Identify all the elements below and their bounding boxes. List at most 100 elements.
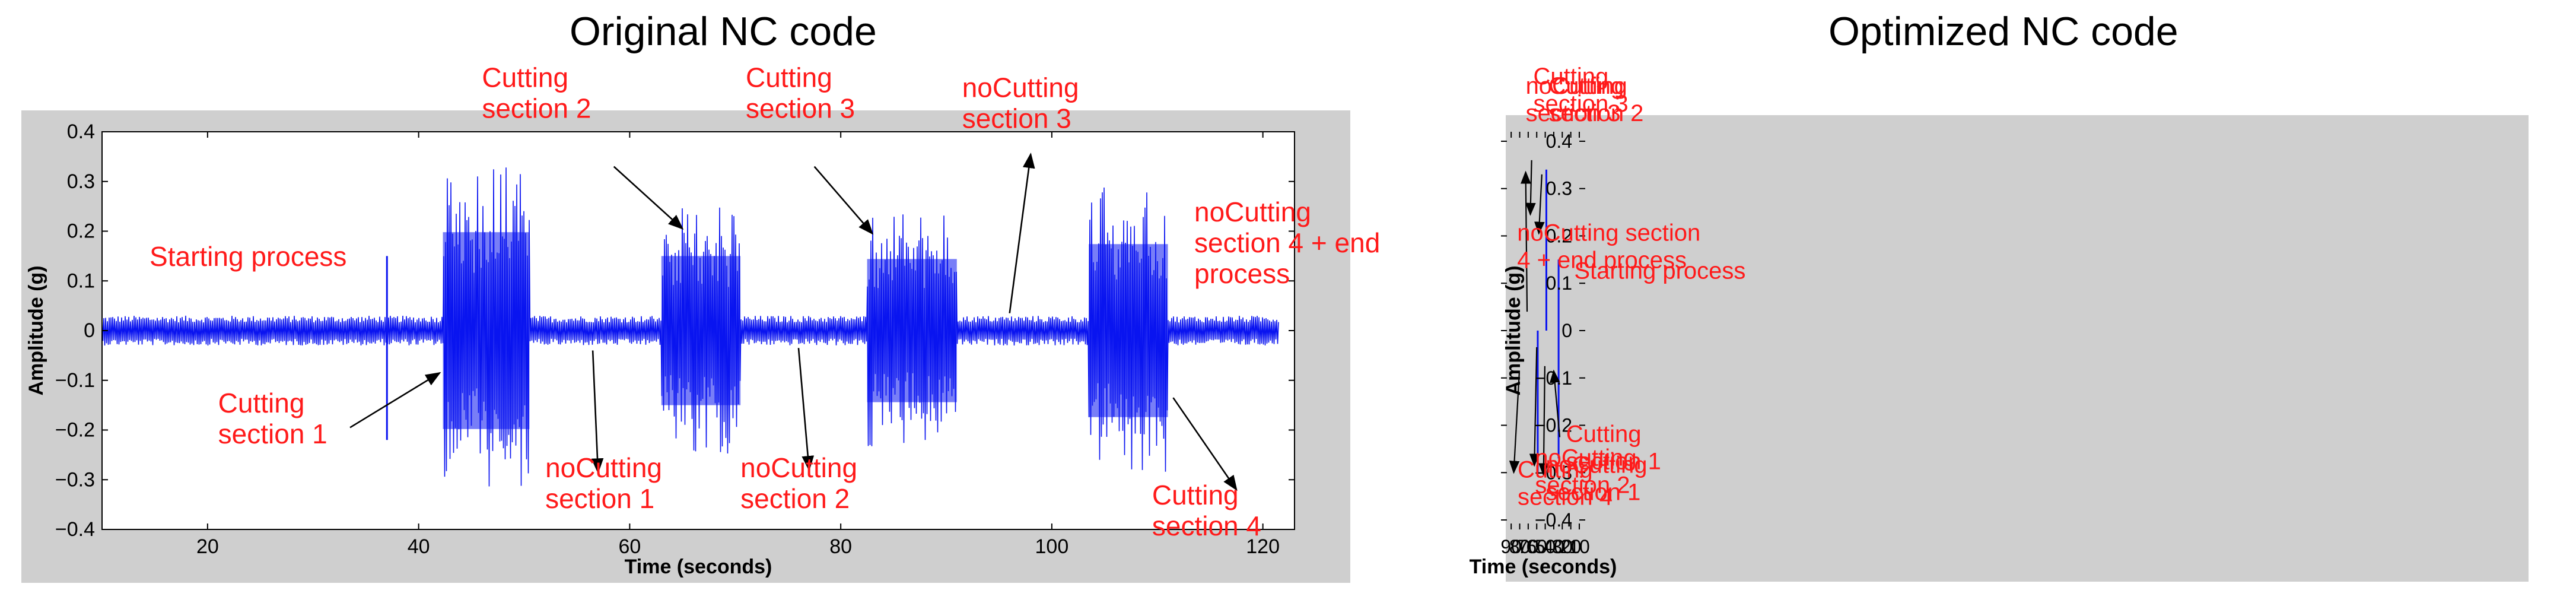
annotation-text: Starting process (150, 241, 346, 272)
figure-frame (1506, 115, 2529, 582)
annotation-text: Cutting (218, 388, 305, 418)
signal-trace (101, 167, 1279, 487)
annotation-arrow (1534, 174, 1545, 235)
annotation-text: Cutting (1518, 456, 1593, 483)
y-axis-label: Amplitude (g) (25, 265, 47, 395)
y-tick-label: −0.1 (55, 369, 95, 392)
x-axis-label: Time (seconds) (625, 556, 772, 578)
annotation-text: section 3 (746, 93, 855, 124)
annotation-text: section 2 (1548, 100, 1643, 126)
x-tick-label: 40 (1543, 536, 1564, 557)
annotation-text: section 4 + end (1194, 227, 1380, 258)
y-tick-label: −0.4 (1535, 509, 1572, 531)
y-tick-label: 0 (1561, 320, 1572, 341)
annotation-text: noCutting section (1517, 220, 1700, 246)
annotation-text: noCutting (740, 452, 857, 483)
annotation-text: noCutting (545, 452, 662, 483)
annotation-text: Cutting (1566, 421, 1642, 447)
x-tick-label: 80 (829, 535, 852, 558)
annotation-text: Cutting (1152, 480, 1239, 510)
annotation-text: section 1 (1566, 448, 1661, 474)
x-tick-label: 80 (1509, 536, 1531, 557)
annotation-1: Starting process (1574, 258, 1745, 284)
cutting-burst-1 (443, 232, 530, 429)
cutting-burst-4 (1089, 244, 1168, 417)
y-tick-label: −0.2 (1535, 415, 1572, 436)
annotation-text: noCutting (1526, 73, 1627, 99)
y-axis-label: Amplitude (g) (1502, 265, 1525, 395)
y-tick-label: −0.1 (1535, 367, 1572, 389)
annotation-text: section 4 (1152, 510, 1261, 541)
chart-1: 102030405060708090−0.4−0.3−0.2−0.100.10.… (1470, 64, 2529, 582)
cutting-burst-3 (867, 259, 957, 402)
annotation-text: section 3 (1533, 91, 1628, 117)
y-tick-label: −0.4 (55, 518, 95, 541)
annotation-arrow (1009, 153, 1035, 313)
annotation-arrow (797, 348, 815, 472)
x-tick-label: 120 (1246, 535, 1280, 558)
annotation-text: section 2 (1535, 472, 1630, 498)
x-tick-label: 40 (408, 535, 430, 558)
chart-0: 20 40 60 80 100 120 −0.4 −0.3 −0.2 −0.1 0 0.1 0.2 0.3… (21, 62, 1380, 583)
x-tick-label: 60 (618, 535, 641, 558)
annotation-7: noCutting section 1 (1538, 366, 1648, 505)
x-tick-label: 30 (1551, 536, 1573, 557)
y-tick-label: −0.2 (55, 419, 95, 442)
x-axis-label: Time (seconds) (1470, 556, 1617, 578)
y-tick-label: 0.2 (67, 220, 95, 243)
annotation-text: section 3 (962, 103, 1071, 134)
annotation-arrow (1520, 170, 1531, 312)
y-tick-label: 0.1 (1546, 272, 1572, 294)
x-tick-label: 50 (1535, 536, 1556, 557)
annotation-arrow (1538, 366, 1549, 477)
annotation-text: Starting process (1574, 258, 1745, 284)
x-tick-label: 100 (1035, 535, 1069, 558)
chart-title-original: Original NC code (570, 9, 877, 54)
y-tick-label: −0.3 (55, 468, 95, 491)
x-tick-label: 20 (1560, 536, 1582, 557)
x-tick-label: 60 (1526, 536, 1547, 557)
y-tick-label: 0.4 (1546, 131, 1572, 152)
annotation-text: Cutting (746, 62, 832, 93)
annotation-arrow (591, 350, 604, 474)
annotation-text: 4 + end process (1517, 247, 1687, 273)
annotation-arrow (1509, 373, 1520, 474)
x-tick-label: 70 (1518, 536, 1539, 557)
annotation-text: noCutting (1194, 196, 1311, 227)
annotation-text: section 1 (1545, 479, 1640, 505)
x-tick-label: 10 (1569, 536, 1590, 557)
annotation-arrow (813, 166, 874, 235)
cutting-burst-2 (661, 256, 741, 405)
annotation-text: process (1194, 258, 1290, 289)
x-tick-label: 20 (196, 535, 219, 558)
annotation-1: Starting process (150, 241, 346, 272)
y-tick-label: 0.2 (1546, 225, 1572, 246)
y-tick-label: 0 (84, 319, 95, 342)
chart-title-optimized: Optimized NC code (1828, 9, 2179, 54)
annotation-text: noCutting (1535, 445, 1636, 471)
annotation-text: Cutting (1548, 73, 1624, 99)
annotation-arrow (1529, 347, 1540, 467)
annotation-arrow (1172, 397, 1238, 491)
annotation-text: section 2 (740, 483, 850, 514)
y-tick-label: 0.4 (67, 120, 95, 143)
y-tick-label: 0.3 (67, 170, 95, 193)
annotation-text: Cutting (482, 62, 568, 93)
annotation-arrow (1525, 160, 1536, 216)
y-tick-label: 0.1 (67, 269, 95, 292)
